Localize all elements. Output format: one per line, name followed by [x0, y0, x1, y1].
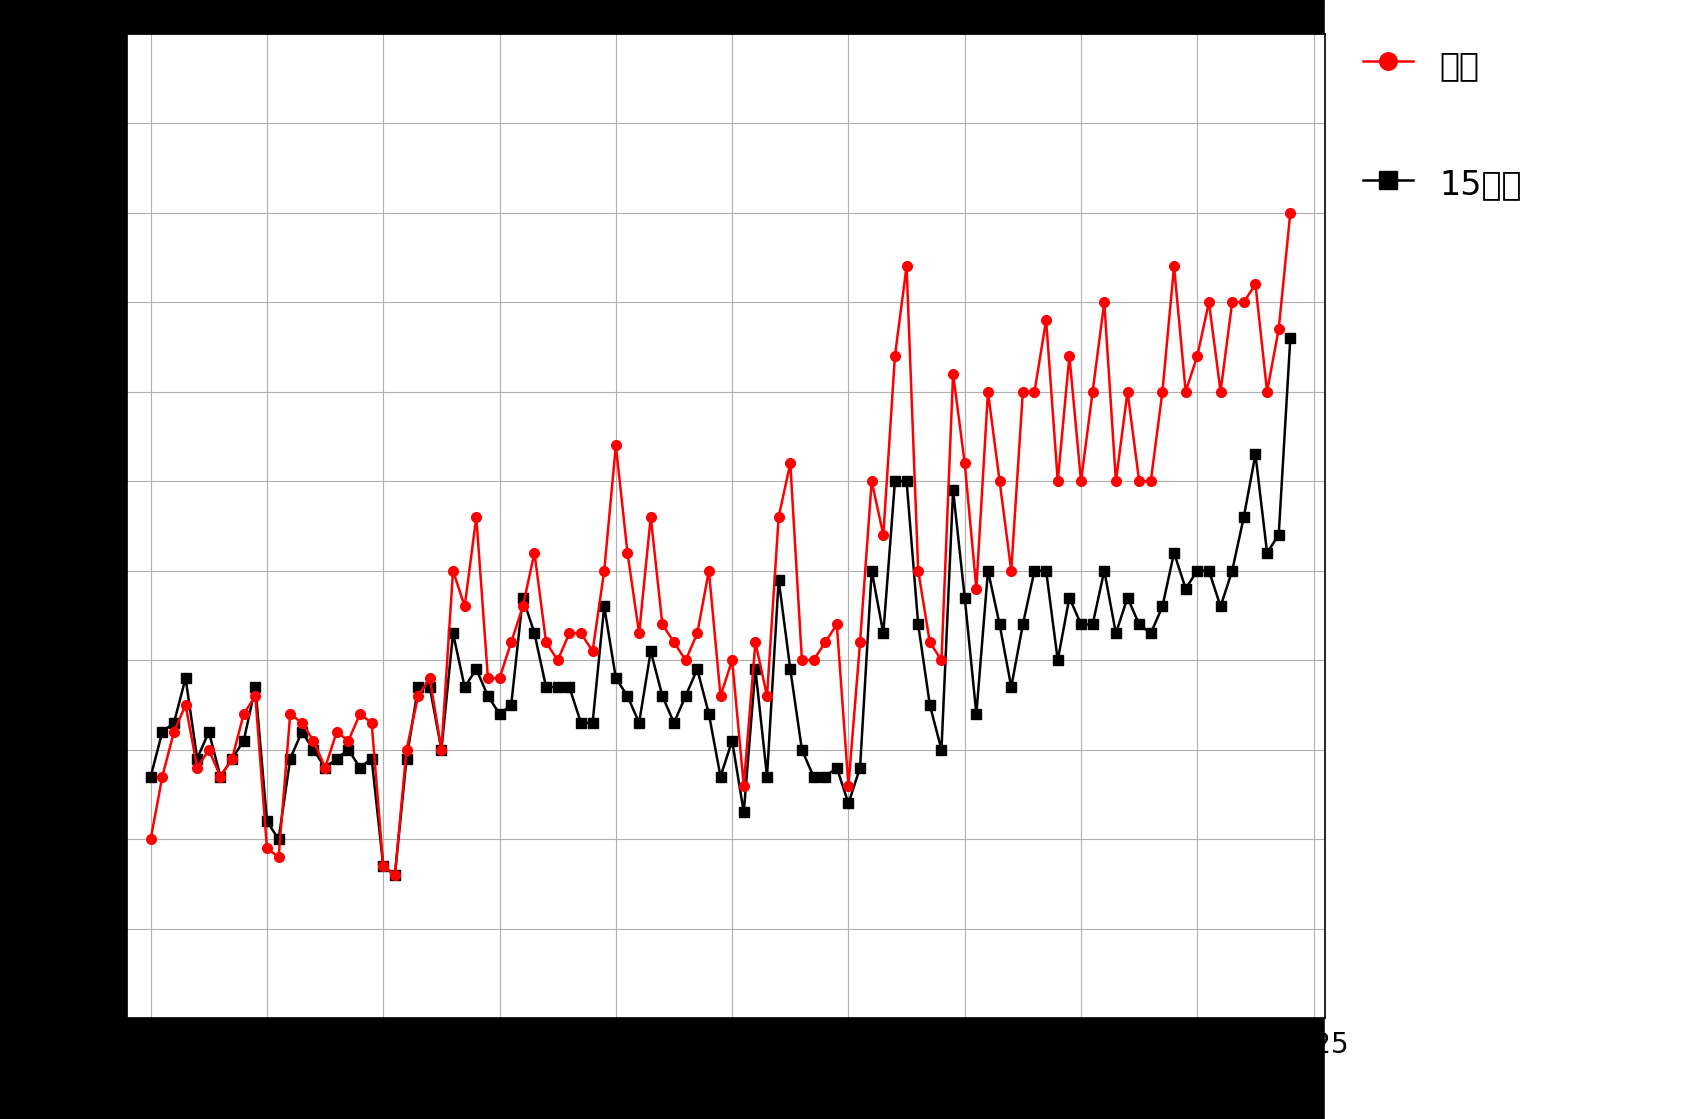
15地点	[1279, 331, 1299, 345]
15地点	[722, 734, 742, 747]
京都	[501, 636, 521, 649]
15地点	[384, 868, 404, 882]
15地点	[756, 770, 776, 783]
15地点	[419, 680, 440, 694]
京都	[419, 671, 440, 685]
京都	[1048, 474, 1068, 488]
15地点	[501, 698, 521, 712]
京都	[756, 689, 776, 703]
京都	[384, 868, 404, 882]
京都	[453, 600, 474, 613]
15地点	[453, 680, 474, 694]
Legend: 京都, 15地点: 京都, 15地点	[1348, 34, 1533, 214]
京都	[722, 653, 742, 667]
京都	[1279, 206, 1299, 219]
15地点	[1048, 653, 1068, 667]
京都	[141, 833, 161, 846]
Line: 京都: 京都	[146, 208, 1294, 880]
Line: 15地点: 15地点	[146, 333, 1294, 880]
15地点	[141, 770, 161, 783]
